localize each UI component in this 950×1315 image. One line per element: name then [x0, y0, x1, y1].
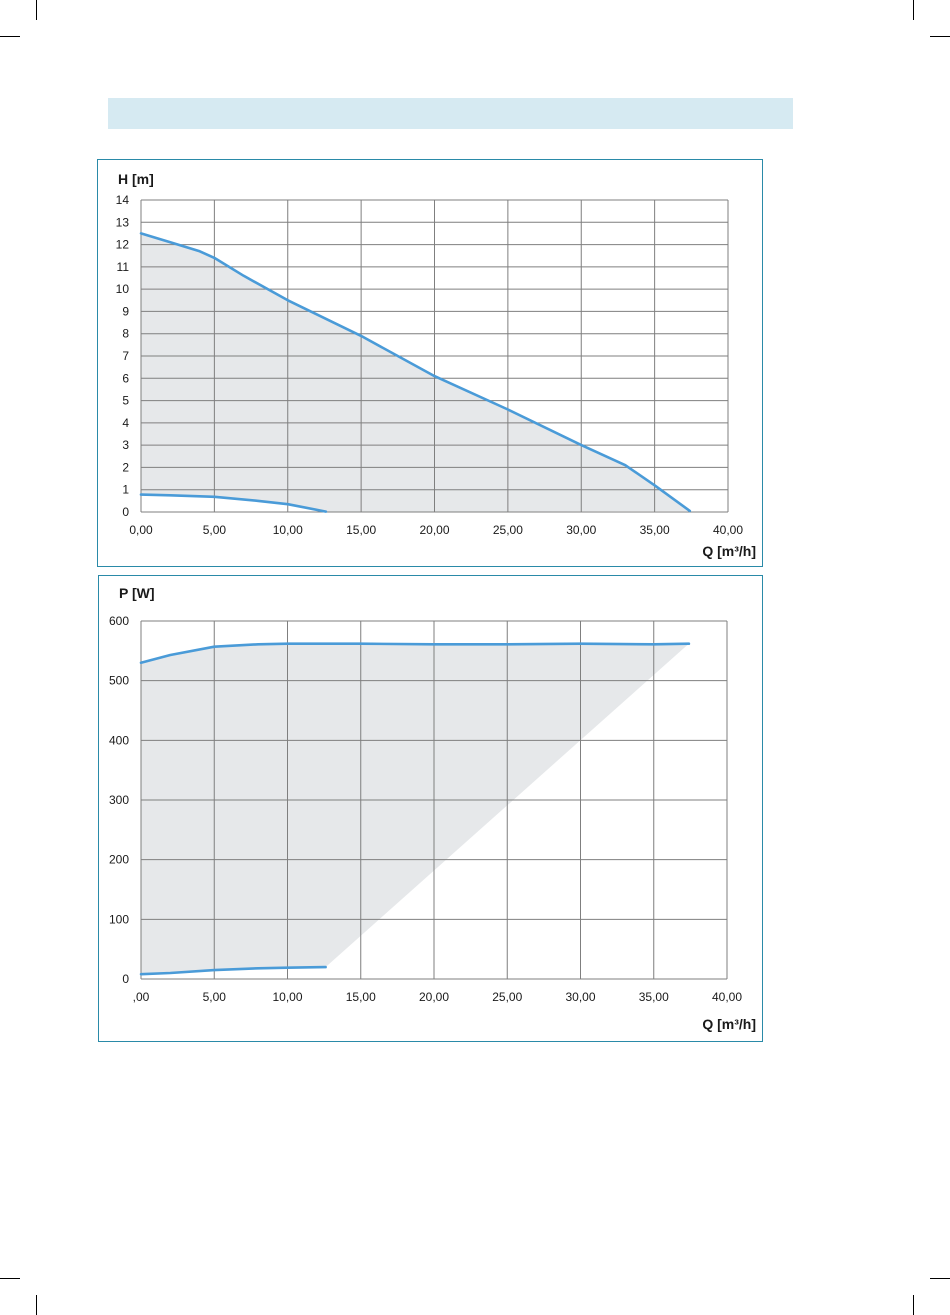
power-chart: 0 100 200 300 400 500 600 ,00 5,00 10,00 15,00 20,0…	[109, 585, 756, 1032]
x-tick-label: 15,00	[346, 523, 376, 537]
x-tick-label: 35,00	[639, 990, 669, 1004]
x-tick-label: 10,00	[273, 523, 303, 537]
x-tick-label: 10,00	[272, 990, 302, 1004]
y-tick-label: 14	[116, 193, 130, 207]
y-tick-label: 0	[122, 972, 129, 986]
x-tick-label: 5,00	[203, 990, 227, 1004]
x-tick-label: 15,00	[346, 990, 376, 1004]
x-tick-label: 5,00	[203, 523, 227, 537]
y-axis-label: P [W]	[119, 585, 155, 601]
x-tick-label: 20,00	[419, 523, 449, 537]
max-curve	[139, 642, 691, 665]
x-tick-label: 40,00	[713, 523, 743, 537]
y-tick-label: 3	[122, 438, 129, 452]
x-tick-label: 35,00	[640, 523, 670, 537]
y-tick-label: 4	[122, 416, 129, 430]
y-tick-label: 10	[116, 282, 130, 296]
y-tick-label: 13	[116, 215, 130, 229]
min-curve	[139, 965, 327, 976]
x-tick-label: 0,00	[129, 523, 153, 537]
y-tick-label: 500	[109, 674, 129, 688]
y-tick-label: 200	[109, 853, 129, 867]
min-curve	[139, 493, 328, 513]
crop-mark	[930, 36, 950, 37]
y-tick-label: 9	[122, 304, 129, 318]
x-tick-label: 40,00	[712, 990, 742, 1004]
y-tick-label: 12	[116, 238, 130, 252]
x-tick-label: ,00	[133, 990, 150, 1004]
y-tick-label: 1	[122, 483, 129, 497]
crop-mark	[913, 1295, 914, 1315]
operating-area	[141, 643, 689, 975]
x-axis-label: Q [m³/h]	[702, 543, 756, 559]
y-tick-label: 100	[109, 912, 129, 926]
crop-mark	[0, 36, 20, 37]
x-tick-label: 25,00	[492, 990, 522, 1004]
crop-mark	[913, 0, 914, 20]
max-curve	[139, 232, 692, 513]
x-tick-label: 30,00	[566, 523, 596, 537]
y-tick-label: 6	[122, 371, 129, 385]
header-band	[108, 98, 793, 129]
y-tick-label: 400	[109, 733, 129, 747]
crop-mark	[0, 1278, 20, 1279]
crop-mark	[930, 1278, 950, 1279]
y-tick-label: 8	[122, 327, 129, 341]
crop-mark	[36, 1295, 37, 1315]
y-tick-label: 600	[109, 614, 129, 628]
y-tick-label: 5	[122, 394, 129, 408]
crop-mark	[36, 0, 37, 20]
x-tick-label: 20,00	[419, 990, 449, 1004]
y-tick-label: 300	[109, 793, 129, 807]
y-tick-label: 2	[122, 460, 129, 474]
y-tick-label: 11	[117, 260, 130, 274]
x-tick-label: 30,00	[565, 990, 595, 1004]
power-chart-frame: 0 100 200 300 400 500 600 ,00 5,00 10,00 15,00 20,0…	[98, 575, 763, 1042]
y-tick-label: 7	[122, 349, 129, 363]
y-axis-label: H [m]	[118, 171, 154, 187]
head-chart-frame: 0 1 2 3 4 5 6 7 8 9 10 11 12 13 14 0,00 5,00 10,00 15,00 20…	[97, 159, 763, 567]
operating-area	[141, 233, 690, 512]
x-tick-label: 25,00	[493, 523, 523, 537]
x-axis-label: Q [m³/h]	[702, 1016, 756, 1032]
y-tick-label: 0	[122, 505, 129, 519]
